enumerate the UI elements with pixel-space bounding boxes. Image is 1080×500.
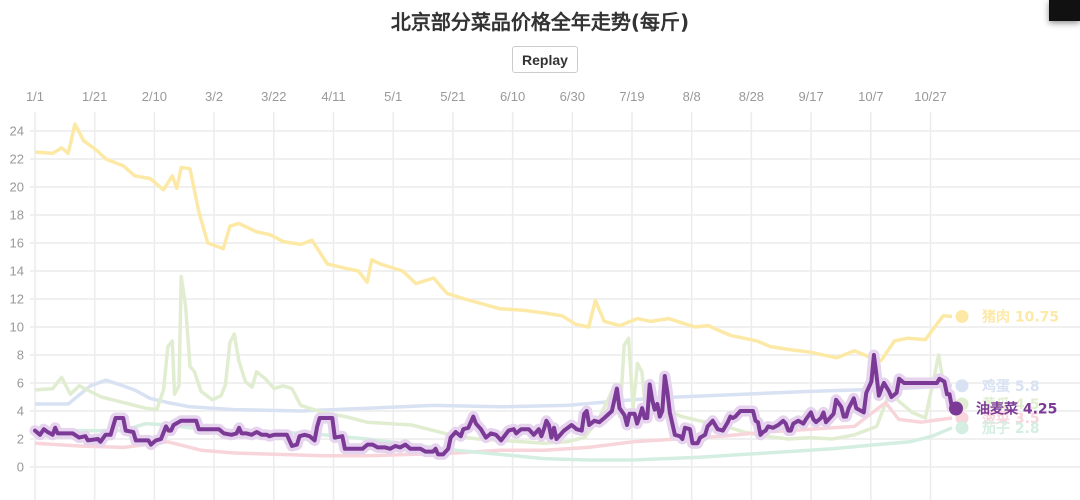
y-tick-label: 12	[10, 292, 24, 307]
series-line-鸡蛋	[35, 378, 953, 413]
y-tick-label: 20	[10, 180, 24, 195]
y-tick-label: 24	[10, 124, 24, 139]
x-tick-label: 3/2	[205, 89, 223, 104]
y-tick-label: 18	[10, 208, 24, 223]
y-tick-label: 0	[17, 460, 24, 475]
x-tick-label: 6/30	[560, 89, 585, 104]
x-tick-label: 4/11	[321, 89, 345, 104]
x-tick-label: 8/8	[683, 89, 701, 104]
series-line-猪肉	[34, 122, 953, 363]
y-tick-label: 6	[17, 376, 24, 391]
x-tick-label: 5/21	[440, 89, 465, 104]
x-tick-label: 1/21	[82, 89, 107, 104]
chart-title: 北京部分菜品价格全年走势(每斤)	[390, 10, 690, 34]
series-end-label: 鸡蛋 5.8	[981, 378, 1040, 395]
y-tick-label: 2	[17, 432, 24, 447]
x-tick-label: 1/1	[26, 89, 44, 104]
y-tick-label: 14	[10, 264, 24, 279]
x-tick-label: 10/7	[858, 89, 883, 104]
series-lines	[29, 122, 969, 462]
series-end-label: 黄瓜 4.5	[982, 396, 1040, 413]
y-tick-label: 16	[10, 236, 24, 251]
series-end-dot	[955, 421, 969, 435]
x-tick-label: 6/10	[500, 89, 525, 104]
series-end-dot	[955, 310, 969, 323]
x-tick-label: 2/10	[142, 89, 167, 104]
series-end-dot	[955, 379, 969, 393]
series-line-油麦菜	[33, 353, 954, 457]
y-tick-label: 4	[17, 404, 24, 419]
x-tick-label: 3/22	[261, 89, 286, 104]
series-end-label: 猪肉 10.75	[981, 309, 1059, 326]
series-line-菠菜	[34, 400, 953, 458]
y-tick-label: 8	[17, 348, 24, 363]
corner-overlay	[1049, 0, 1080, 21]
y-tick-label: 22	[10, 152, 24, 167]
series-end-label: 茄子 2.8	[981, 420, 1040, 437]
series-end-dot-highlight	[949, 401, 963, 416]
series-end-labels: 猪肉 10.75 鸡蛋 5.8黄瓜 4.5菠菜 3.5茄子 2.8 油麦菜 4.25	[976, 309, 1059, 437]
x-tick-label: 8/28	[739, 89, 764, 104]
x-tick-label: 9/17	[798, 89, 823, 104]
series-end-label-highlight: 油麦菜 4.25	[976, 401, 1057, 418]
x-tick-label: 7/19	[619, 89, 644, 104]
y-tick-label: 10	[10, 320, 24, 335]
x-axis-ticks: 1/1 1/21 2/10 3/2 3/22 4/11 5/1 5/21 6/10 6/30 7/1…	[26, 89, 947, 104]
series-end-label: 菠菜 3.5	[982, 410, 1040, 427]
x-tick-label: 10/27	[914, 89, 947, 104]
x-tick-label: 5/1	[384, 89, 402, 104]
replay-button[interactable]: Replay	[512, 46, 578, 73]
